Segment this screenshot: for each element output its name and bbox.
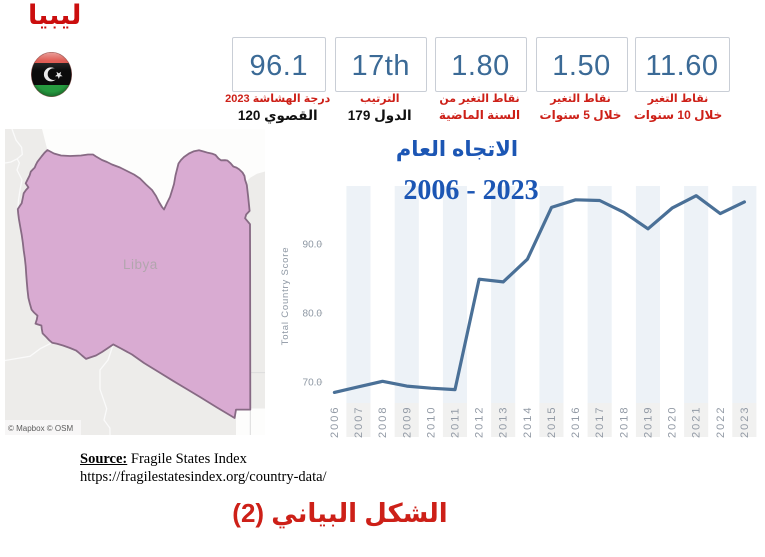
svg-text:2017: 2017: [594, 406, 606, 438]
svg-text:2007: 2007: [353, 406, 365, 438]
svg-text:90.0: 90.0: [303, 240, 323, 251]
svg-text:2008: 2008: [377, 406, 389, 438]
svg-text:2012: 2012: [474, 406, 486, 438]
svg-text:2022: 2022: [715, 406, 727, 438]
svg-text:2016: 2016: [570, 406, 582, 438]
svg-text:70.0: 70.0: [303, 378, 323, 389]
svg-text:الاتجاه العام: الاتجاه العام: [396, 138, 518, 161]
svg-text:Total Country Score: Total Country Score: [280, 247, 291, 346]
svg-text:2011: 2011: [450, 406, 462, 438]
svg-text:2006: 2006: [329, 406, 341, 438]
svg-text:© Mapbox © OSM: © Mapbox © OSM: [8, 424, 73, 433]
svg-text:2006 - 2023: 2006 - 2023: [403, 175, 538, 206]
svg-text:2018: 2018: [618, 406, 630, 438]
svg-text:2009: 2009: [401, 406, 413, 438]
svg-text:2023: 2023: [739, 406, 751, 438]
svg-text:2019: 2019: [643, 406, 655, 438]
svg-text:2010: 2010: [425, 406, 437, 438]
svg-text:2021: 2021: [691, 406, 703, 438]
svg-text:2013: 2013: [498, 406, 510, 438]
svg-text:2014: 2014: [522, 406, 534, 438]
svg-text:2020: 2020: [667, 406, 679, 438]
svg-text:2015: 2015: [546, 406, 558, 438]
svg-text:80.0: 80.0: [303, 309, 323, 320]
svg-text:Libya: Libya: [123, 257, 158, 272]
